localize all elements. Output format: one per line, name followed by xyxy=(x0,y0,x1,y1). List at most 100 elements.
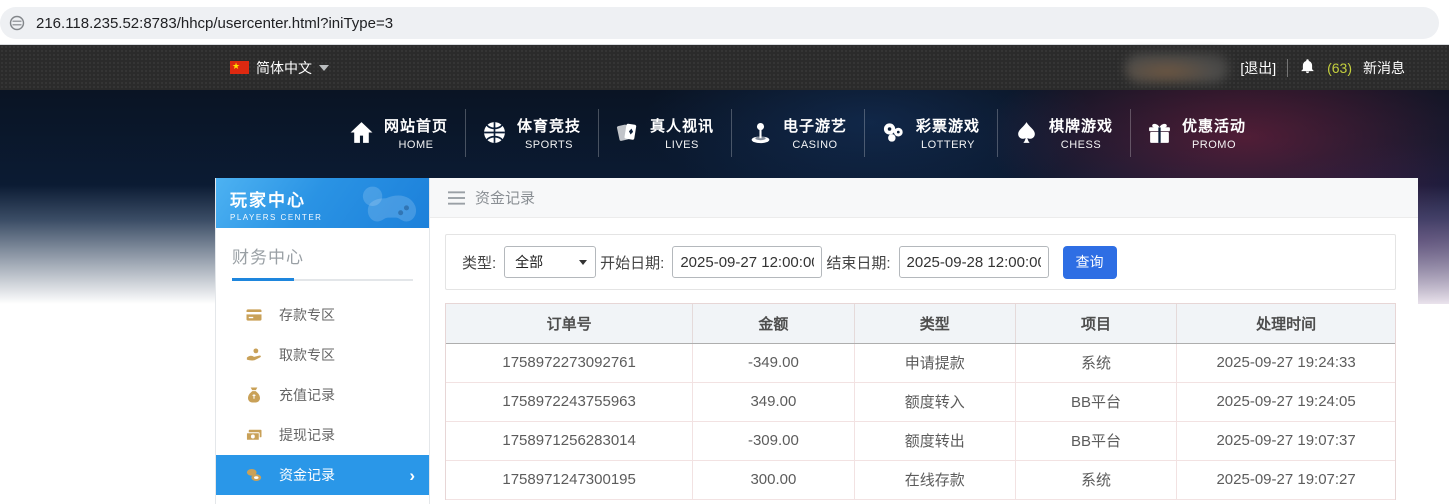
sidebar-item-withdraw-zone[interactable]: 取款专区 xyxy=(216,335,429,375)
sidebar: 玩家中心 PLAYERS CENTER 财务中心 存款专区取款专区充值记录提现记… xyxy=(215,178,430,504)
sidebar-item-withdrawal-records[interactable]: 提现记录 xyxy=(216,415,429,455)
new-message-link[interactable]: 新消息 xyxy=(1363,59,1405,76)
table-header-row: 订单号 金额 类型 项目 处理时间 xyxy=(446,304,1395,344)
message-count: (63) xyxy=(1327,59,1352,76)
type-select[interactable]: 全部 xyxy=(504,246,597,278)
sidebar-item-lottery-bet-details[interactable]: 彩票下注明细 xyxy=(216,495,429,504)
records-table-wrap: 订单号 金额 类型 项目 处理时间 1758972273092761 -349.00 申请提… xyxy=(445,303,1396,500)
table-cell: 2025-09-27 19:24:33 xyxy=(1176,343,1395,383)
table-cell: 1758972273092761 xyxy=(446,343,694,383)
page-header: 资金记录 xyxy=(430,178,1418,218)
table-header-cell: 处理时间 xyxy=(1176,304,1395,344)
table-row: 1758971256283014 -309.00 额度转出 BB平台 2025-09-2… xyxy=(446,421,1395,461)
main-nav: 网站首页 HOME 体育竞技 SPORTS 真人视讯 LIVES 电子游艺 CASINO 彩票游… xyxy=(0,90,1449,175)
basketball-icon xyxy=(482,120,507,145)
joystick-icon xyxy=(748,120,773,145)
finance-section: 财务中心 xyxy=(216,228,429,281)
language-label: 简体中文 xyxy=(256,59,312,76)
url-text: 216.118.235.52:8783/hhcp/usercenter.html… xyxy=(36,14,394,32)
sidebar-item-label: 提现记录 xyxy=(279,427,335,443)
nav-label-en: HOME xyxy=(398,138,434,151)
sidebar-title: 玩家中心 xyxy=(230,191,306,210)
table-row: 1758972243755963 349.00 额度转入 BB平台 2025-09-27… xyxy=(446,382,1395,422)
table-cell: 1758972243755963 xyxy=(446,382,694,422)
nav-item-lives[interactable]: 真人视讯 LIVES xyxy=(598,90,731,175)
players-center-header: 玩家中心 PLAYERS CENTER xyxy=(216,178,429,228)
end-date-input[interactable] xyxy=(898,246,1049,278)
money-bag-icon xyxy=(244,386,263,404)
table-cell: BB平台 xyxy=(1015,382,1178,422)
nav-label-en: CHESS xyxy=(1060,138,1102,151)
nav-label-en: CASINO xyxy=(792,138,838,151)
nav-label-zh: 彩票游戏 xyxy=(915,117,980,135)
nav-item-home[interactable]: 网站首页 HOME xyxy=(332,90,465,175)
nav-label-zh: 真人视讯 xyxy=(649,117,714,135)
sidebar-item-label: 充值记录 xyxy=(279,387,335,403)
table-cell: 349.00 xyxy=(692,382,855,422)
sidebar-item-label: 取款专区 xyxy=(279,347,335,363)
nav-item-casino[interactable]: 电子游艺 CASINO xyxy=(731,90,864,175)
chevron-down-icon xyxy=(319,64,329,71)
table-body: 1758972273092761 -349.00 申请提款 系统 2025-09-27 … xyxy=(446,343,1395,500)
type-label: 类型: xyxy=(462,254,497,272)
table-cell: 额度转入 xyxy=(854,382,1016,422)
browser-chrome: 216.118.235.52:8783/hhcp/usercenter.html… xyxy=(0,0,1449,45)
user-area: [退出] (63) 新消息 xyxy=(1125,52,1405,83)
nav-label-en: LOTTERY xyxy=(920,138,975,151)
table-cell: 额度转出 xyxy=(854,421,1016,461)
table-cell: 1758971247300195 xyxy=(446,460,694,500)
site-info-icon[interactable] xyxy=(8,14,26,32)
table-header-cell: 类型 xyxy=(854,304,1016,344)
nav-label-zh: 网站首页 xyxy=(383,117,448,135)
table-cell: -309.00 xyxy=(692,421,855,461)
sidebar-item-label: 存款专区 xyxy=(279,307,335,323)
home-icon xyxy=(349,120,374,145)
gift-icon xyxy=(1147,120,1172,145)
table-cell: 系统 xyxy=(1015,460,1178,500)
select-caret-icon xyxy=(579,259,588,265)
logout-link[interactable]: [退出] xyxy=(1240,59,1277,76)
type-select-value: 全部 xyxy=(515,254,544,270)
coins-icon xyxy=(244,466,263,484)
table-cell: 2025-09-27 19:07:37 xyxy=(1176,421,1395,461)
lottery-balls-icon xyxy=(881,120,906,145)
sidebar-item-funds-records[interactable]: 资金记录 › xyxy=(216,455,429,495)
table-header-cell: 金额 xyxy=(692,304,855,344)
sidebar-item-recharge-records[interactable]: 充值记录 xyxy=(216,375,429,415)
notification-bell-icon[interactable] xyxy=(1299,57,1316,78)
nav-label-zh: 体育竞技 xyxy=(516,117,581,135)
nav-label-en: PROMO xyxy=(1191,138,1237,151)
menu-icon[interactable] xyxy=(448,190,465,205)
table-cell: -349.00 xyxy=(692,343,855,383)
banknote-icon xyxy=(244,426,263,444)
start-date-label: 开始日期: xyxy=(600,254,665,272)
table-cell: 1758971256283014 xyxy=(446,421,694,461)
search-button[interactable]: 查询 xyxy=(1062,245,1117,279)
top-bar: ★ 简体中文 [退出] (63) 新消息 xyxy=(0,45,1449,90)
page-title: 资金记录 xyxy=(475,190,536,207)
user-avatar-blur xyxy=(1125,52,1230,83)
nav-label-zh: 电子游艺 xyxy=(782,117,847,135)
table-cell: 300.00 xyxy=(692,460,855,500)
nav-item-sports[interactable]: 体育竞技 SPORTS xyxy=(465,90,598,175)
table-cell: 申请提款 xyxy=(854,343,1016,383)
language-selector[interactable]: ★ 简体中文 xyxy=(230,58,329,78)
section-underline xyxy=(232,278,413,281)
chevron-right-icon: › xyxy=(409,465,415,485)
sidebar-item-deposit-zone[interactable]: 存款专区 xyxy=(216,295,429,335)
table-cell: BB平台 xyxy=(1015,421,1178,461)
address-bar-input[interactable]: 216.118.235.52:8783/hhcp/usercenter.html… xyxy=(0,7,1439,39)
table-cell: 2025-09-27 19:24:05 xyxy=(1176,382,1395,422)
start-date-input[interactable] xyxy=(672,246,823,278)
table-cell: 2025-09-27 19:07:27 xyxy=(1176,460,1395,500)
nav-item-lottery[interactable]: 彩票游戏 LOTTERY xyxy=(864,90,997,175)
spade-icon xyxy=(1014,120,1039,145)
nav-item-chess[interactable]: 棋牌游戏 CHESS xyxy=(997,90,1130,175)
divider xyxy=(1287,58,1289,77)
table-header-cell: 项目 xyxy=(1015,304,1178,344)
nav-item-promo[interactable]: 优惠活动 PROMO xyxy=(1130,90,1263,175)
main-content: 资金记录 类型: 全部 开始日期: 结束日期: 查询 订单号金额类型项目处理时间… xyxy=(430,178,1418,504)
nav-label-zh: 优惠活动 xyxy=(1181,117,1246,135)
